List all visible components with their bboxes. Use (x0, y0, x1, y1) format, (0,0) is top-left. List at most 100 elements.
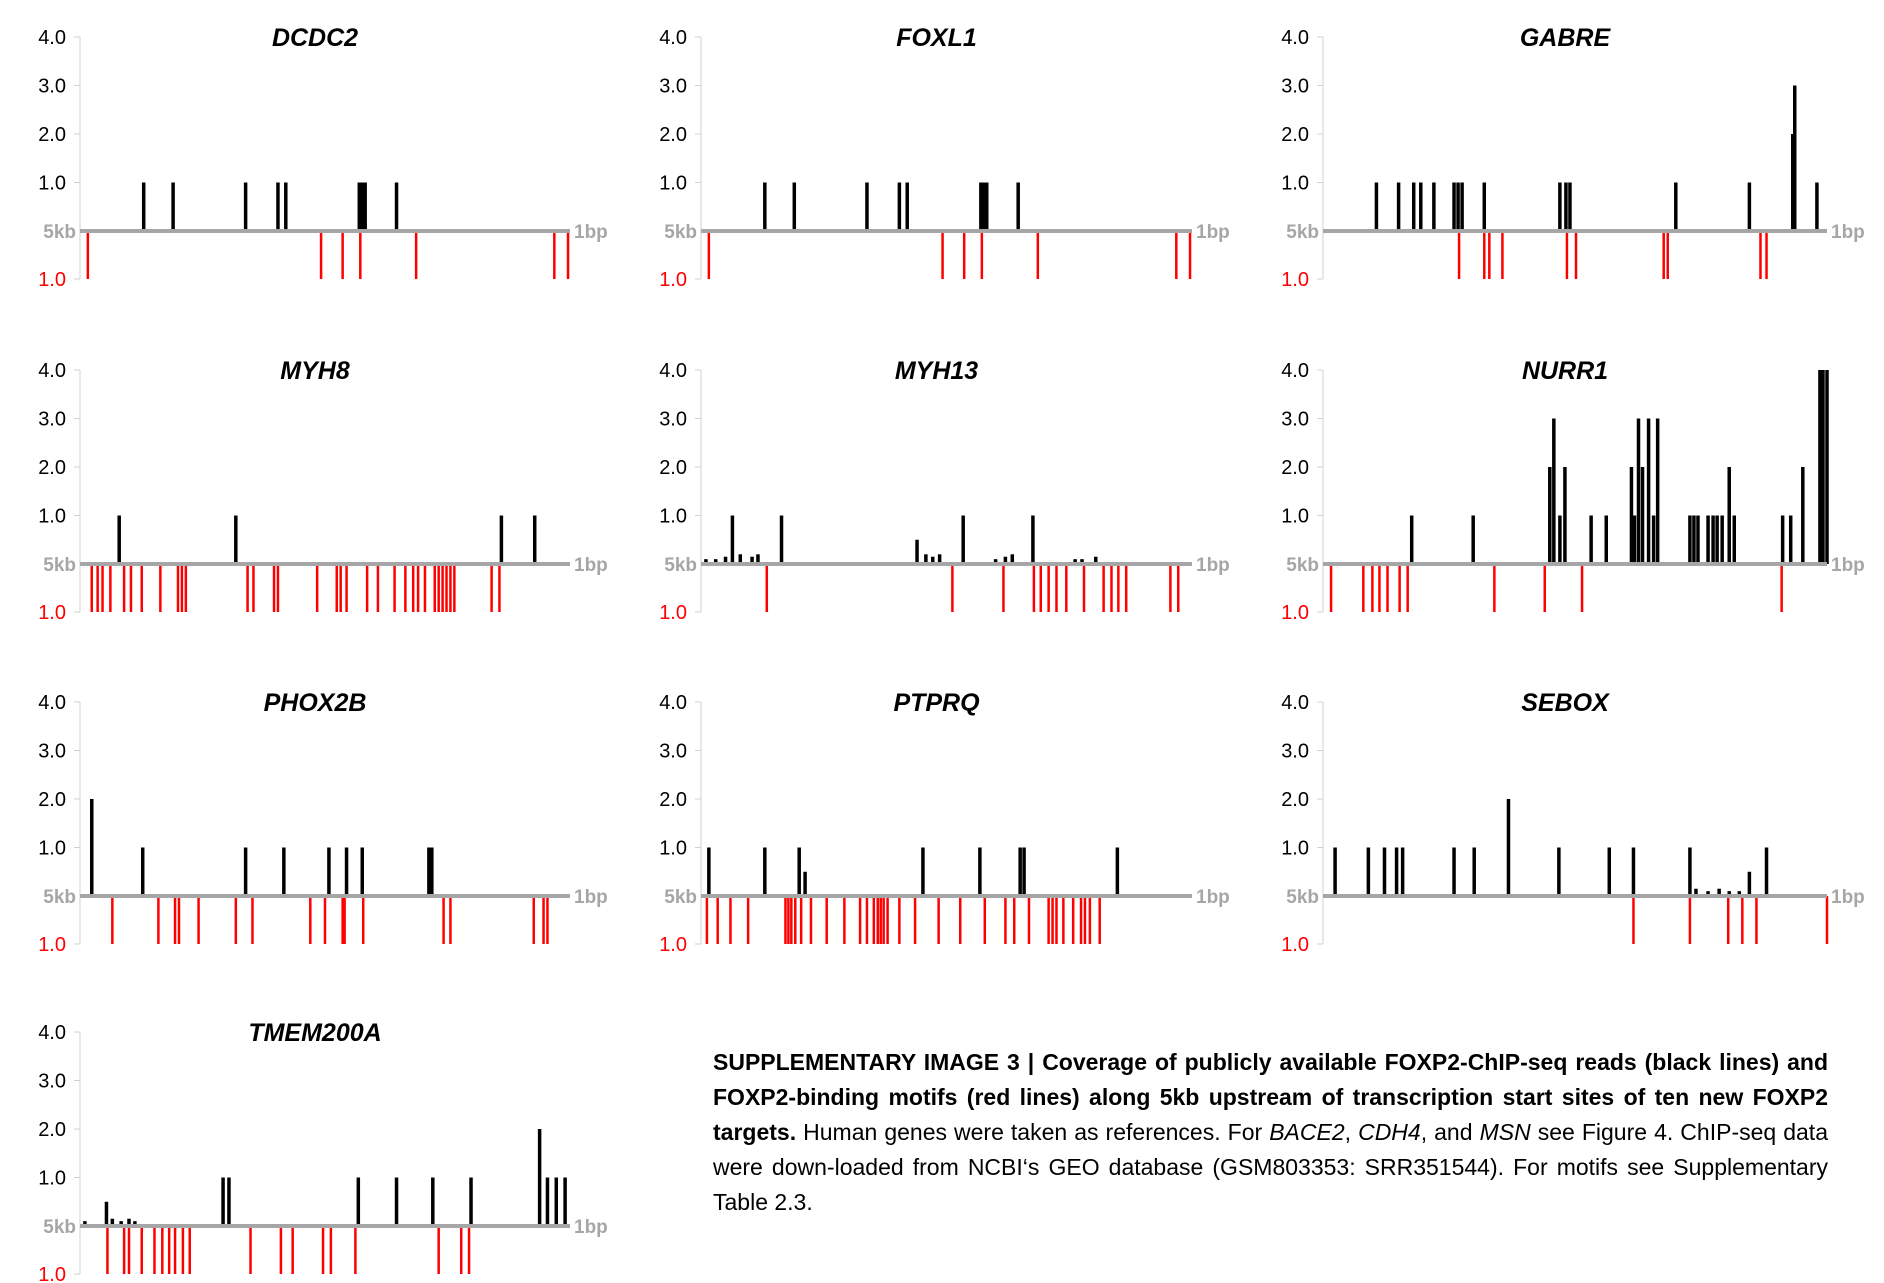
y-tick-label: 2.0 (659, 124, 687, 146)
y-tick-label: 4.0 (1281, 692, 1309, 714)
x-right-label: 1bp (574, 222, 608, 243)
motif-axis-label: 1.0 (38, 602, 66, 624)
motif-axis-label: 1.0 (1281, 269, 1309, 291)
y-tick-label: 1.0 (38, 1168, 66, 1190)
panel-sebox: 4.0 3.0 2.0 1.0 1.0 5kb 1bp SEBOX (1281, 689, 1865, 956)
motif-axis-label: 1.0 (1281, 934, 1309, 956)
y-tick-label: 4.0 (38, 27, 66, 49)
y-tick-label: 4.0 (1281, 360, 1309, 382)
y-tick-label: 2.0 (38, 457, 66, 479)
chart-title: MYH13 (895, 357, 978, 385)
y-tick-label: 2.0 (1281, 124, 1309, 146)
motif-axis-label: 1.0 (659, 934, 687, 956)
x-right-label: 1bp (1196, 555, 1230, 576)
x-right-label: 1bp (1196, 222, 1230, 243)
panel-tmem200a: 4.0 3.0 2.0 1.0 1.0 5kb 1bp TMEM200A (38, 1019, 608, 1283)
panel-phox2b: 4.0 3.0 2.0 1.0 1.0 5kb 1bp PHOX2B (38, 689, 608, 956)
x-right-label: 1bp (1831, 887, 1865, 908)
caption-text-1: Human genes were taken as references. Fo… (796, 1119, 1270, 1145)
y-tick-label: 3.0 (38, 409, 66, 431)
x-left-label: 5kb (1286, 555, 1319, 576)
caption-gene-2: CDH4 (1358, 1119, 1421, 1145)
y-tick-label: 1.0 (1281, 838, 1309, 860)
y-tick-label: 2.0 (38, 124, 66, 146)
x-left-label: 5kb (43, 887, 76, 908)
y-tick-label: 2.0 (659, 789, 687, 811)
chart-title: DCDC2 (272, 24, 358, 52)
y-tick-label: 2.0 (1281, 457, 1309, 479)
chart-title: NURR1 (1522, 357, 1608, 385)
y-tick-label: 1.0 (659, 838, 687, 860)
chart-title: GABRE (1520, 24, 1612, 52)
y-tick-label: 3.0 (38, 1071, 66, 1093)
chart-title: PHOX2B (264, 689, 367, 717)
chart-title: SEBOX (1521, 689, 1610, 717)
y-tick-label: 3.0 (659, 409, 687, 431)
y-tick-label: 3.0 (38, 76, 66, 98)
y-tick-label: 4.0 (38, 1022, 66, 1044)
motif-axis-label: 1.0 (659, 602, 687, 624)
y-tick-label: 3.0 (38, 741, 66, 763)
caption-sep-1: , (1344, 1119, 1359, 1145)
x-right-label: 1bp (1831, 555, 1865, 576)
motif-axis-label: 1.0 (38, 269, 66, 291)
x-left-label: 5kb (43, 555, 76, 576)
y-tick-label: 2.0 (38, 1119, 66, 1141)
x-left-label: 5kb (1286, 887, 1319, 908)
y-tick-label: 4.0 (659, 360, 687, 382)
motif-axis-label: 1.0 (38, 1264, 66, 1283)
x-right-label: 1bp (574, 1217, 608, 1238)
y-tick-label: 1.0 (1281, 506, 1309, 528)
caption-gene-3: MSN (1479, 1119, 1531, 1145)
y-tick-label: 4.0 (38, 360, 66, 382)
caption-gene-1: BACE2 (1269, 1119, 1345, 1145)
x-left-label: 5kb (43, 222, 76, 243)
motif-axis-label: 1.0 (38, 934, 66, 956)
x-right-label: 1bp (574, 555, 608, 576)
chart-title: FOXL1 (896, 24, 977, 52)
panel-dcdc2: 4.0 3.0 2.0 1.0 1.0 5kb 1bp DCDC2 (38, 24, 608, 291)
y-tick-label: 1.0 (659, 173, 687, 195)
y-tick-label: 3.0 (659, 741, 687, 763)
y-tick-label: 4.0 (1281, 27, 1309, 49)
caption-sep-2: , and (1420, 1119, 1480, 1145)
y-tick-label: 4.0 (38, 692, 66, 714)
panel-myh13: 4.0 3.0 2.0 1.0 1.0 5kb 1bp MYH13 (659, 357, 1230, 624)
panel-nurr1: 4.0 3.0 2.0 1.0 1.0 5kb 1bp NURR1 (1281, 357, 1865, 624)
y-tick-label: 3.0 (1281, 76, 1309, 98)
y-tick-label: 1.0 (1281, 173, 1309, 195)
y-tick-label: 4.0 (659, 27, 687, 49)
y-tick-label: 3.0 (1281, 409, 1309, 431)
y-tick-label: 2.0 (659, 457, 687, 479)
motif-axis-label: 1.0 (1281, 602, 1309, 624)
chart-title: TMEM200A (248, 1019, 381, 1047)
panel-foxl1: 4.0 3.0 2.0 1.0 1.0 5kb 1bp FOXL1 (659, 24, 1230, 291)
y-tick-label: 1.0 (659, 506, 687, 528)
y-tick-label: 2.0 (38, 789, 66, 811)
chart-title: PTPRQ (893, 689, 980, 717)
caption-bold-lead: SUPPLEMENTARY IMAGE 3 | Coverage of publ… (713, 1049, 1828, 1145)
x-left-label: 5kb (664, 222, 697, 243)
x-left-label: 5kb (1286, 222, 1319, 243)
y-tick-label: 3.0 (659, 76, 687, 98)
figure-caption: SUPPLEMENTARY IMAGE 3 | Coverage of publ… (713, 1045, 1828, 1220)
y-tick-label: 2.0 (1281, 789, 1309, 811)
panel-ptprq: 4.0 3.0 2.0 1.0 1.0 5kb 1bp PTPRQ (659, 689, 1230, 956)
x-left-label: 5kb (664, 555, 697, 576)
x-right-label: 1bp (1196, 887, 1230, 908)
y-tick-label: 1.0 (38, 173, 66, 195)
y-tick-label: 1.0 (38, 838, 66, 860)
x-left-label: 5kb (43, 1217, 76, 1238)
x-right-label: 1bp (1831, 222, 1865, 243)
y-tick-label: 1.0 (38, 506, 66, 528)
panel-gabre: 4.0 3.0 2.0 1.0 1.0 5kb 1bp GABRE (1281, 24, 1865, 291)
panel-myh8: 4.0 3.0 2.0 1.0 1.0 5kb 1bp MYH8 (38, 357, 608, 624)
x-right-label: 1bp (574, 887, 608, 908)
y-tick-label: 4.0 (659, 692, 687, 714)
motif-axis-label: 1.0 (659, 269, 687, 291)
caption-text-2: see Figure 4. ChIP-seq data were down-lo… (713, 1119, 1828, 1215)
chart-title: MYH8 (280, 357, 350, 385)
x-left-label: 5kb (664, 887, 697, 908)
y-tick-label: 3.0 (1281, 741, 1309, 763)
